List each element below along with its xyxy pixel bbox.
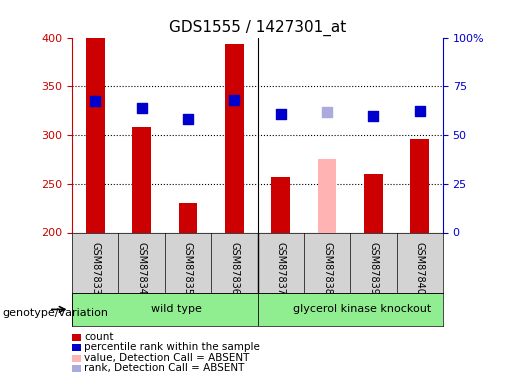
Bar [318,159,336,232]
Bar [179,203,197,232]
Bar [132,127,151,232]
Point [369,114,377,120]
Text: count: count [84,332,114,342]
Title: GDS1555 / 1427301_at: GDS1555 / 1427301_at [169,20,346,36]
Text: wild type: wild type [151,304,202,314]
Point [230,97,238,103]
Point [277,111,285,117]
Point [138,105,146,111]
Text: GSM87835: GSM87835 [183,242,193,294]
Bar [271,177,290,232]
Point [91,98,99,104]
Point [416,108,424,114]
Text: GSM87834: GSM87834 [136,242,147,294]
Text: rank, Detection Call = ABSENT: rank, Detection Call = ABSENT [84,363,245,373]
Text: GSM87837: GSM87837 [276,242,286,294]
Text: genotype/variation: genotype/variation [3,308,109,318]
Text: percentile rank within the sample: percentile rank within the sample [84,342,261,352]
Text: GSM87839: GSM87839 [368,242,379,294]
Bar [86,38,105,232]
Bar [364,174,383,232]
Text: value, Detection Call = ABSENT: value, Detection Call = ABSENT [84,353,250,363]
Bar [410,139,429,232]
Text: GSM87840: GSM87840 [415,242,425,294]
Text: GSM87838: GSM87838 [322,242,332,294]
Text: glycerol kinase knockout: glycerol kinase knockout [293,304,431,314]
FancyBboxPatch shape [258,292,443,326]
Point [184,116,192,122]
Text: GSM87836: GSM87836 [229,242,239,294]
Bar [225,44,244,232]
Text: GSM87833: GSM87833 [90,242,100,294]
FancyBboxPatch shape [72,292,258,326]
Point [323,109,331,115]
